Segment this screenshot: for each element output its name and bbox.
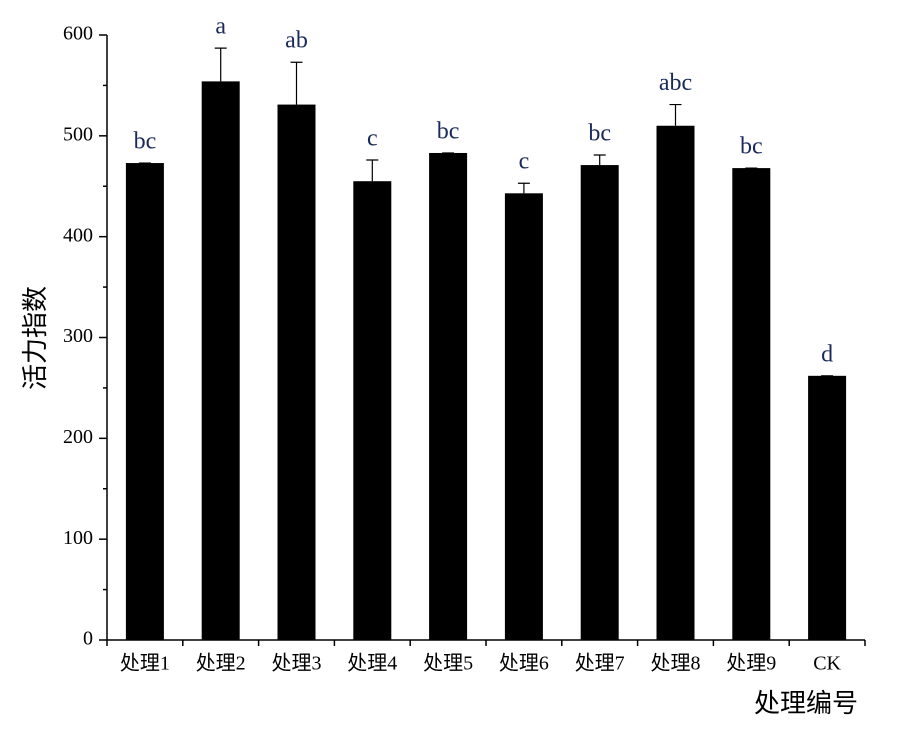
y-tick-label: 200 <box>63 426 93 448</box>
error-bar <box>593 154 606 166</box>
error-bar <box>214 47 227 82</box>
x-tick-label: 处理3 <box>272 652 322 675</box>
error-bar <box>366 159 379 182</box>
error-bar <box>669 103 682 126</box>
x-tick-label: 处理6 <box>499 652 549 675</box>
x-tick-label: 处理7 <box>575 652 625 675</box>
significance-label: d <box>821 341 833 367</box>
error-bar <box>290 61 303 105</box>
bar <box>656 125 695 640</box>
significance-label: c <box>367 126 378 152</box>
y-tick-label: 400 <box>63 224 93 246</box>
significance-label: c <box>519 149 530 175</box>
y-tick-label: 0 <box>83 628 93 650</box>
y-tick-label: 500 <box>63 123 93 145</box>
bar <box>125 163 164 640</box>
y-tick-label: 100 <box>63 527 93 549</box>
x-tick-label: 处理5 <box>423 652 473 675</box>
y-tick-label: 300 <box>63 325 93 347</box>
x-tick-label: 处理9 <box>726 652 776 675</box>
significance-label: ab <box>285 28 308 54</box>
x-tick-label: 处理4 <box>347 652 397 675</box>
x-tick-label: 处理2 <box>196 652 246 675</box>
x-tick-label: 处理8 <box>651 652 701 675</box>
significance-label: bc <box>437 118 460 144</box>
y-axis-label: 活力指数 <box>21 286 50 390</box>
bar <box>277 104 316 640</box>
x-tick-label: 处理1 <box>120 652 170 675</box>
x-axis-label: 处理编号 <box>754 689 858 718</box>
bar <box>353 181 392 641</box>
x-tick-label: CK <box>813 653 841 675</box>
bar <box>429 152 468 640</box>
significance-label: bc <box>588 120 611 146</box>
significance-label: bc <box>134 129 157 155</box>
bar <box>732 168 771 640</box>
significance-label: abc <box>659 70 692 96</box>
bar <box>580 165 619 640</box>
significance-label: a <box>215 14 226 40</box>
bar <box>808 375 847 640</box>
error-bar <box>517 182 530 194</box>
significance-label: bc <box>740 134 763 160</box>
y-tick-label: 600 <box>63 23 93 45</box>
bar <box>201 81 240 641</box>
bar <box>504 193 543 640</box>
